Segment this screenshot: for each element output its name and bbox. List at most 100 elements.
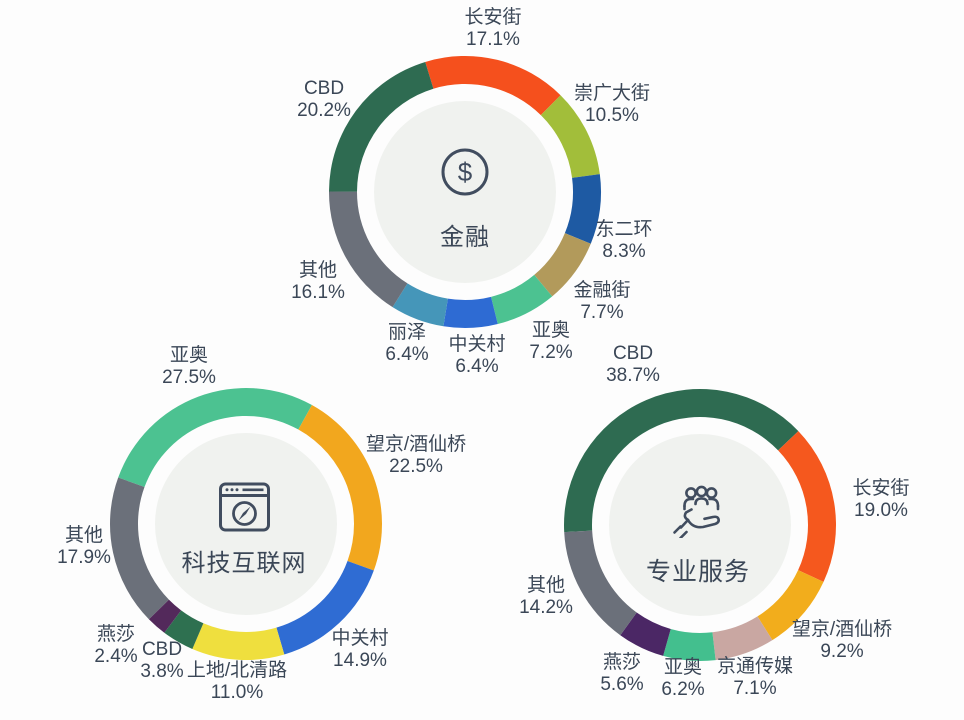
segment-label-name: 中关村 <box>448 334 506 355</box>
segment-label: 其他 16.1% <box>291 260 345 304</box>
segment-label: 崇广大街 10.5% <box>574 83 650 127</box>
donut-segment <box>712 616 773 661</box>
donut-segment <box>276 560 374 655</box>
segment-label-percent: 14.9% <box>333 650 387 671</box>
donut-inner-circle <box>374 101 556 283</box>
segment-label-name: 东二环 <box>595 219 653 240</box>
chart-title-professional-services: 专业服务 <box>645 558 751 586</box>
segment-label: 金融街 7.7% <box>573 280 630 324</box>
chart-title-tech-internet: 科技互联网 <box>181 550 307 577</box>
segment-label-percent: 7.2% <box>529 342 573 363</box>
segment-label: 亚奥 7.2% <box>529 320 572 364</box>
segment-label: CBD 3.8% <box>140 639 183 683</box>
donut-inner-circle <box>609 434 791 616</box>
donut-segment <box>392 283 448 327</box>
segment-label-percent: 7.1% <box>733 678 777 699</box>
segment-label-name: 燕莎 <box>602 652 641 673</box>
segment-label-percent: 22.5% <box>389 456 443 477</box>
segment-label: 其他 14.2% <box>519 575 573 619</box>
donut-segment <box>425 55 561 116</box>
segment-label: 亚奥 27.5% <box>162 345 216 389</box>
chart-center-finance: $ 金融 <box>440 147 490 252</box>
segment-label-name: 其他 <box>64 525 103 546</box>
segment-label: 望京/酒仙桥 9.2% <box>792 619 892 663</box>
segment-label-name: 崇广大街 <box>573 83 651 104</box>
chart-center-tech-internet: 科技互联网 <box>182 481 307 578</box>
chart-center-professional-services: 专业服务 <box>646 484 750 588</box>
browser-compass-icon <box>218 482 270 532</box>
donut-segment <box>534 233 591 297</box>
segment-label-name: CBD <box>303 78 345 99</box>
donut-segment <box>118 388 312 488</box>
donut-segment <box>328 191 408 308</box>
donut-segment <box>148 599 182 633</box>
segment-label-name: 其他 <box>298 260 337 281</box>
segment-label-percent: 19.0% <box>854 500 908 521</box>
segment-label-percent: 6.4% <box>385 344 429 365</box>
segment-label-name: 长安街 <box>464 7 522 28</box>
segment-label-name: CBD <box>612 343 654 364</box>
segment-label: 燕莎 5.6% <box>600 652 643 696</box>
segment-label-percent: 2.4% <box>94 646 138 667</box>
donut-segment <box>564 174 601 244</box>
segment-label-name: 亚奥 <box>169 345 208 366</box>
donut-segment <box>757 570 824 641</box>
segment-label-name: 丽泽 <box>387 322 426 343</box>
donut-segment <box>564 388 799 533</box>
segment-label-percent: 7.7% <box>580 302 624 323</box>
segment-label: 京通传媒 7.1% <box>717 656 793 700</box>
segment-label-name: 望京/酒仙桥 <box>791 619 893 640</box>
segment-label-name: 长安街 <box>852 478 910 499</box>
donut-segment <box>192 623 285 660</box>
segment-label-name: 燕莎 <box>96 624 135 645</box>
donut-chart-finance <box>328 55 601 329</box>
donut-segment <box>540 95 600 178</box>
segment-label: CBD 38.7% <box>606 343 660 387</box>
donut-segment <box>491 274 553 324</box>
segment-label: 亚奥 6.2% <box>661 657 704 701</box>
svg-text:$: $ <box>458 157 473 187</box>
segment-label-percent: 6.2% <box>661 679 705 700</box>
segment-label-percent: 16.1% <box>291 282 345 303</box>
segment-label-name: CBD <box>141 639 183 660</box>
segment-label-name: 中关村 <box>331 628 389 649</box>
segment-label-percent: 11.0% <box>210 682 264 703</box>
segment-label-percent: 27.5% <box>162 367 216 388</box>
segment-label-name: 亚奥 <box>531 320 570 341</box>
segment-label-name: 金融街 <box>573 280 631 301</box>
segment-label-percent: 8.3% <box>602 241 646 262</box>
segment-label-name: 京通传媒 <box>716 656 794 677</box>
donut-segment <box>620 612 671 656</box>
segment-label-name: 其他 <box>526 575 565 596</box>
segment-label: CBD 20.2% <box>297 78 351 122</box>
segment-label-percent: 3.8% <box>140 661 184 682</box>
dollar-circle-icon: $ <box>441 148 489 196</box>
segment-label-percent: 9.2% <box>820 641 864 662</box>
donut-chart-professional-services <box>564 388 837 662</box>
segment-label-name: 望京/酒仙桥 <box>365 434 467 455</box>
donut-segment <box>663 628 716 662</box>
hand-holding-people-icon <box>673 485 720 538</box>
segment-label: 丽泽 6.4% <box>385 322 428 366</box>
donut-segment <box>329 61 434 192</box>
segment-label-name: 上地/北清路 <box>186 660 288 681</box>
chart-title-finance: 金融 <box>440 224 490 251</box>
segment-label: 燕莎 2.4% <box>94 624 137 668</box>
segment-label-percent: 20.2% <box>297 100 351 121</box>
segment-label-name: 亚奥 <box>663 657 702 678</box>
segment-label: 长安街 17.1% <box>464 7 521 51</box>
segment-label: 长安街 19.0% <box>852 478 909 522</box>
donut-segment <box>564 530 637 636</box>
segment-label-percent: 17.9% <box>57 547 111 568</box>
segment-label-percent: 6.4% <box>455 356 499 377</box>
donut-segment <box>110 477 169 620</box>
donut-segment <box>298 405 382 571</box>
segment-label: 望京/酒仙桥 22.5% <box>366 434 466 478</box>
segment-label-percent: 14.2% <box>519 597 573 618</box>
segment-label: 其他 17.9% <box>57 525 111 569</box>
segment-label: 中关村 6.4% <box>448 334 505 378</box>
segment-label: 中关村 14.9% <box>331 628 388 672</box>
segment-label-percent: 10.5% <box>585 105 639 126</box>
segment-label-percent: 5.6% <box>600 674 644 695</box>
